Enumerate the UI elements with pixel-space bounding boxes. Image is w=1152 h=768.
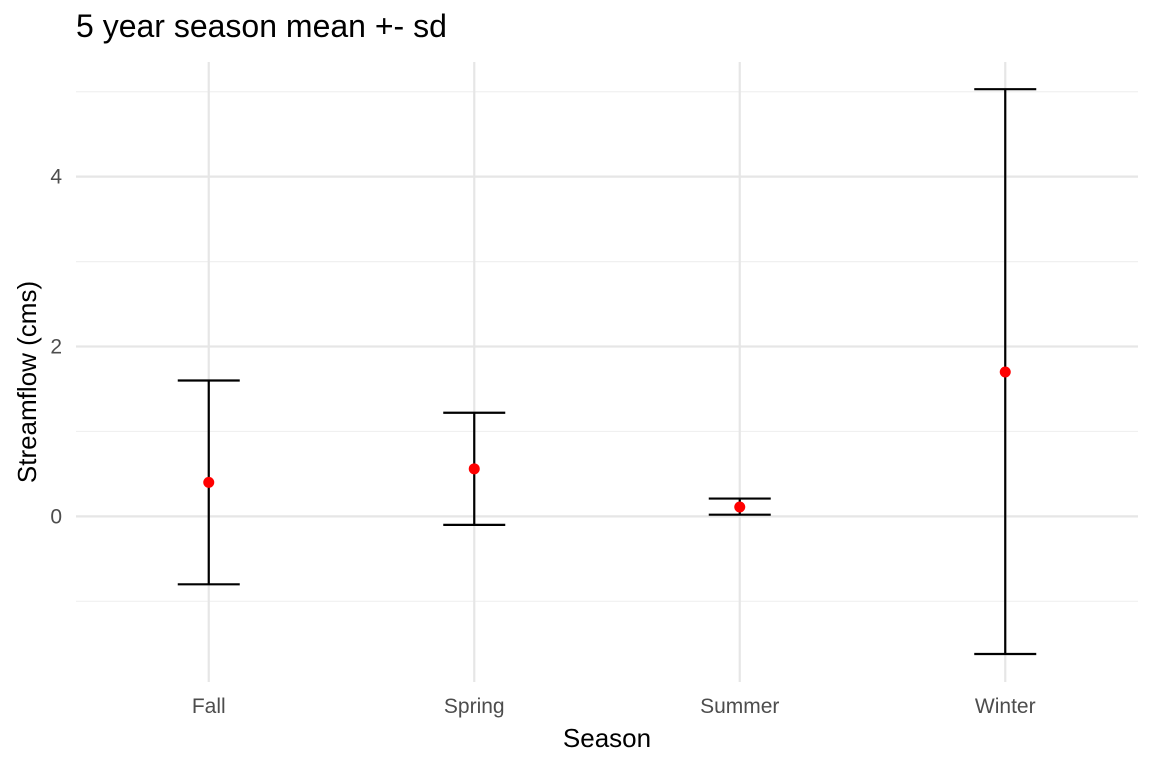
- x-axis-label: Season: [563, 723, 651, 753]
- mean-point-winter: [999, 366, 1011, 378]
- x-tick-label: Spring: [444, 695, 505, 718]
- x-tick-label: Fall: [192, 695, 226, 718]
- mean-point-spring: [468, 463, 480, 475]
- x-tick-label: Winter: [975, 695, 1036, 718]
- mean-points: [203, 366, 1011, 513]
- x-axis-ticks: Fall Spring Summer Winter: [192, 695, 1036, 718]
- grid-lines: [76, 62, 1138, 682]
- chart-title: 5 year season mean +- sd: [76, 8, 447, 44]
- x-tick-label: Summer: [700, 695, 779, 718]
- y-tick-label: 4: [50, 166, 62, 189]
- mean-point-fall: [203, 476, 215, 488]
- error-bars: [177, 88, 1037, 656]
- y-tick-label: 0: [50, 505, 62, 528]
- y-tick-label: 2: [50, 336, 62, 359]
- y-axis-ticks: 0 2 4: [50, 166, 62, 529]
- mean-point-summer: [734, 501, 746, 513]
- y-axis-label: Streamflow (cms): [12, 281, 42, 483]
